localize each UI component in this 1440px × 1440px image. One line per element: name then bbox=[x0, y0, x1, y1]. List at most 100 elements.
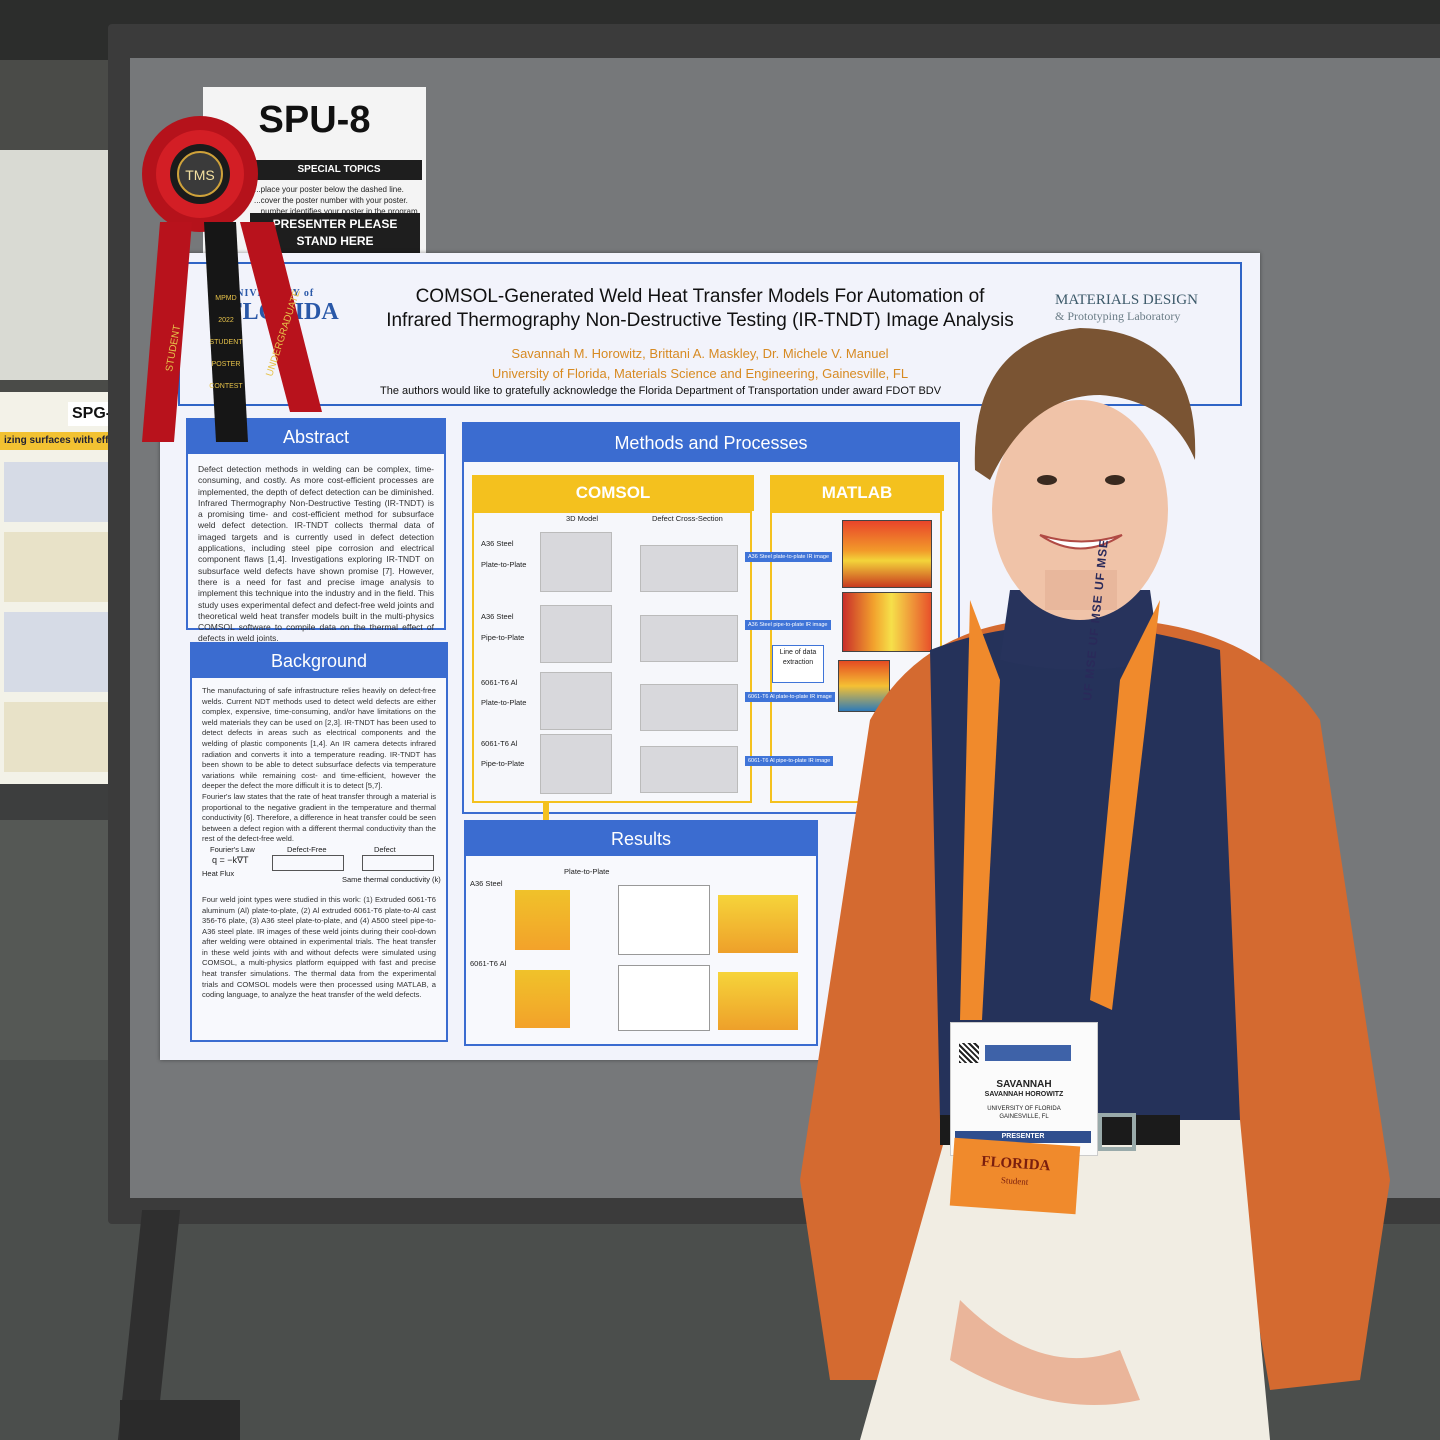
badge-full-name: SAVANNAH HOROWITZ bbox=[984, 1091, 1064, 1098]
board-foot bbox=[120, 1400, 240, 1440]
badge-university: UNIVERSITY OF FLORIDA bbox=[987, 1106, 1061, 1112]
neighbor-poster: SPG-1 izing surfaces with efficacy again… bbox=[0, 392, 132, 784]
eye-left bbox=[1037, 475, 1057, 485]
neighbor-poster-block bbox=[4, 532, 124, 602]
neighbor-poster-block bbox=[4, 702, 124, 772]
badge-city: GAINESVILLE, FL bbox=[999, 1114, 1049, 1120]
neighbor-poster-block bbox=[4, 612, 124, 692]
defect-block bbox=[362, 854, 434, 871]
col-3d-model: 3D Model bbox=[566, 514, 599, 523]
neighbor-poster-title: izing surfaces with efficacy against bbox=[0, 432, 132, 450]
hair bbox=[974, 328, 1196, 480]
same-k-label: Same thermal conductivity (k) bbox=[342, 874, 441, 884]
results-row-a36: A36 Steel bbox=[470, 879, 503, 888]
ir-image-a36-pipe bbox=[842, 592, 932, 652]
badge-banner bbox=[985, 1045, 1071, 1061]
results-title: Results bbox=[466, 822, 816, 856]
row-material: 6061-T6 Al bbox=[481, 678, 518, 687]
ribbon-line: POSTER bbox=[212, 361, 241, 368]
poster-title-line-2: Infrared Thermography Non-Destructive Te… bbox=[386, 310, 1014, 331]
matlab-header: MATLAB bbox=[770, 475, 944, 511]
ir-image-a36-plate bbox=[842, 520, 932, 588]
ribbon-line: 2022 bbox=[218, 317, 234, 324]
poster-authors: Savannah M. Horowitz, Brittani A. Maskle… bbox=[380, 344, 1020, 384]
cross-section-thumb bbox=[640, 545, 738, 592]
presenter-line-2: STAND HERE bbox=[296, 234, 374, 248]
florida-ribbon-tag: FLORIDA Student bbox=[949, 1137, 1081, 1215]
ir-image-label: A36 Steel pipe-to-plate IR image bbox=[745, 620, 831, 630]
presenter-line-1: PRESENTER PLEASE bbox=[272, 217, 398, 231]
fourier-equation: q = −k∇T bbox=[212, 854, 249, 865]
neighbor-poster-block bbox=[4, 462, 124, 522]
ribbon-badge-text: TMS bbox=[185, 167, 215, 183]
abstract-section: Abstract Defect detection methods in wel… bbox=[186, 418, 446, 643]
affiliation-line: University of Florida, Materials Science… bbox=[491, 366, 909, 381]
results-plot-al bbox=[618, 965, 710, 1031]
lanyard-left bbox=[960, 600, 1000, 1020]
results-col-label: Plate-to-Plate bbox=[564, 867, 610, 876]
face bbox=[992, 400, 1168, 620]
line-of-data-box: Line of data extraction bbox=[772, 645, 824, 683]
ribbon-line: CONTEST bbox=[209, 383, 243, 390]
badge-name: SAVANNAH bbox=[996, 1079, 1052, 1090]
fourier-caption: Fourier's Law bbox=[210, 844, 255, 854]
abstract-text: Defect detection methods in welding can … bbox=[198, 464, 434, 644]
row-material: A36 Steel bbox=[481, 539, 514, 548]
smile bbox=[1039, 534, 1123, 550]
presenter-person bbox=[800, 328, 1390, 1440]
authors-line: Savannah M. Horowitz, Brittani A. Maskle… bbox=[511, 346, 889, 361]
results-plot-a36 bbox=[618, 885, 710, 955]
neck bbox=[1045, 570, 1117, 610]
results-pipe-al bbox=[718, 972, 798, 1030]
hands bbox=[950, 1300, 1140, 1405]
ir-image-label: A36 Steel plate-to-plate IR image bbox=[745, 552, 833, 562]
comsol-header: COMSOL bbox=[472, 475, 754, 511]
award-ribbon: TMS STUDENT UNDERGRADUATE MPMD 2022 STUD… bbox=[142, 116, 322, 442]
qr-code-icon bbox=[959, 1043, 979, 1063]
cross-section-thumb bbox=[640, 746, 738, 793]
ir-image-label: 6061-T6 Al plate-to-plate IR image bbox=[745, 692, 835, 702]
rosette bbox=[142, 116, 258, 232]
defect-free-block bbox=[272, 854, 344, 871]
ribbon-line: STUDENT bbox=[209, 339, 243, 346]
row-joint: Plate-to-Plate bbox=[481, 698, 527, 707]
lab-logo-main: MATERIALS DESIGN bbox=[1055, 292, 1198, 308]
methods-title: Methods and Processes bbox=[464, 424, 958, 462]
heat-flux-label: Heat Flux bbox=[202, 868, 235, 878]
ribbon-tail-left bbox=[142, 222, 192, 442]
turtleneck bbox=[1000, 590, 1160, 670]
background-title: Background bbox=[192, 644, 446, 678]
ir-image-label: 6061-T6 Al pipe-to-plate IR image bbox=[745, 756, 834, 766]
poster-title-line-1: COMSOL-Generated Weld Heat Transfer Mode… bbox=[415, 286, 985, 307]
results-model-al bbox=[515, 970, 570, 1028]
ribbon-line: MPMD bbox=[215, 295, 236, 302]
background-section: Background The manufacturing of safe inf… bbox=[190, 642, 448, 1042]
3d-model-thumb bbox=[540, 672, 612, 730]
3d-model-thumb bbox=[540, 734, 612, 794]
background-paragraph-2: Fourier's law states that the rate of he… bbox=[202, 791, 436, 844]
left-wall-panel bbox=[0, 150, 120, 380]
poster-title: COMSOL-Generated Weld Heat Transfer Mode… bbox=[330, 285, 1070, 333]
3d-model-thumb bbox=[540, 532, 612, 592]
cross-section-thumb bbox=[640, 615, 738, 662]
row-material: 6061-T6 Al bbox=[481, 739, 518, 748]
fourier-figure: Fourier's Law Defect-Free Defect q = −k∇… bbox=[202, 844, 441, 895]
row-material: A36 Steel bbox=[481, 612, 514, 621]
name-badge: SAVANNAH SAVANNAH HOROWITZ UNIVERSITY OF… bbox=[950, 1022, 1098, 1156]
row-joint: Plate-to-Plate bbox=[481, 560, 527, 569]
3d-model-thumb bbox=[540, 605, 612, 663]
poster-number: SPU-8 bbox=[258, 99, 371, 141]
belt-buckle bbox=[1098, 1113, 1136, 1151]
ribbon-tail-center bbox=[204, 222, 248, 442]
acknowledgement: The authors would like to gratefully ack… bbox=[380, 385, 942, 397]
sign-category: SPECIAL TOPICS bbox=[256, 160, 422, 180]
defect-caption: Defect bbox=[374, 844, 396, 854]
sweater bbox=[930, 625, 1240, 1120]
defect-free-caption: Defect-Free bbox=[287, 844, 327, 854]
sign-instructions: ...place your poster below the dashed li… bbox=[254, 185, 420, 216]
lab-logo-sub: & Prototyping Laboratory bbox=[1055, 309, 1181, 323]
col-defect-cross-section: Defect Cross-Section bbox=[652, 514, 723, 523]
lanyard-right bbox=[1090, 600, 1160, 1010]
lab-logo: MATERIALS DESIGN & Prototyping Laborator… bbox=[1055, 292, 1230, 324]
ribbon-tail-right bbox=[240, 222, 322, 412]
